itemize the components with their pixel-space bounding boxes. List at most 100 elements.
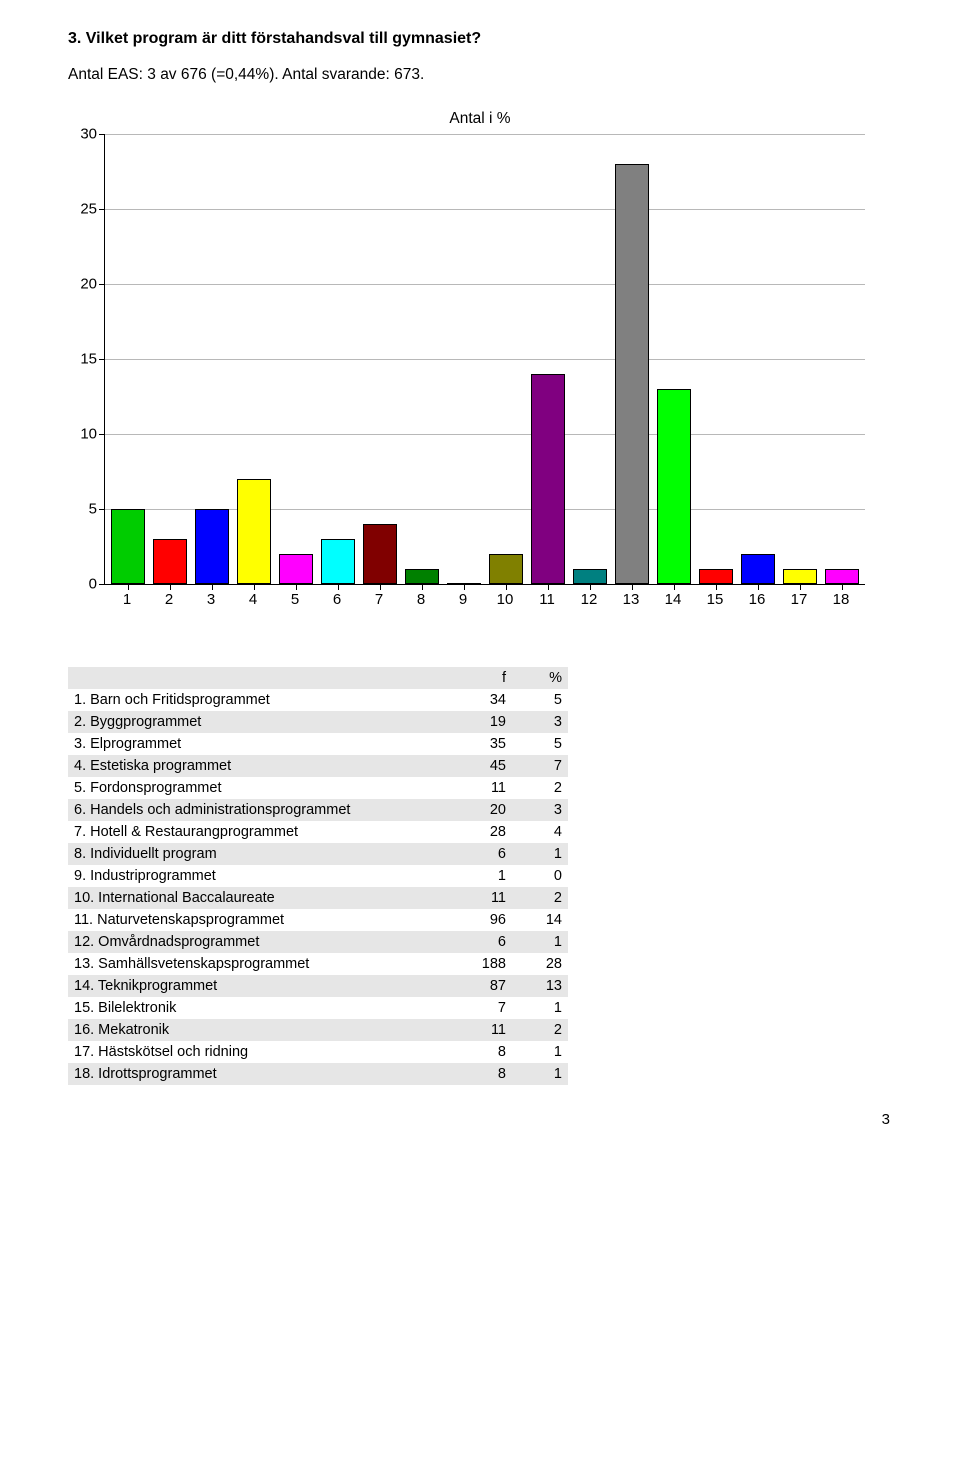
table-cell-f: 6 <box>456 931 512 953</box>
page: 3. Vilket program är ditt förstahandsval… <box>0 0 960 1158</box>
chart-y-label: 15 <box>80 351 105 368</box>
chart-bar <box>615 164 649 584</box>
chart-bar <box>699 569 733 584</box>
table-cell-f: 96 <box>456 909 512 931</box>
table-cell-pct: 7 <box>512 755 568 777</box>
page-number: 3 <box>68 1111 892 1128</box>
table-cell-label: 5. Fordonsprogrammet <box>68 777 456 799</box>
table-cell-label: 13. Samhällsvetenskapsprogrammet <box>68 953 456 975</box>
table-row: 7. Hotell & Restaurangprogrammet284 <box>68 821 568 843</box>
table-row: 2. Byggprogrammet193 <box>68 711 568 733</box>
table-cell-pct: 28 <box>512 953 568 975</box>
chart-x-label: 2 <box>165 591 173 608</box>
table-cell-pct: 3 <box>512 711 568 733</box>
table-cell-f: 188 <box>456 953 512 975</box>
chart-bar <box>531 374 565 584</box>
chart-x-label: 14 <box>665 591 682 608</box>
table-cell-pct: 2 <box>512 777 568 799</box>
table-cell-label: 16. Mekatronik <box>68 1019 456 1041</box>
table-header-row: f% <box>68 667 568 689</box>
chart-x-label: 15 <box>707 591 724 608</box>
chart-bar <box>237 479 271 584</box>
table-cell-pct: 1 <box>512 997 568 1019</box>
chart-y-label: 20 <box>80 276 105 293</box>
table-cell-f: 34 <box>456 689 512 711</box>
table-row: 5. Fordonsprogrammet112 <box>68 777 568 799</box>
chart-bars <box>105 134 865 584</box>
chart-x-label: 12 <box>581 591 598 608</box>
table-cell-label: 9. Industriprogrammet <box>68 865 456 887</box>
table-row: 18. Idrottsprogrammet81 <box>68 1063 568 1085</box>
table-row: 17. Hästskötsel och ridning81 <box>68 1041 568 1063</box>
table-cell-f: 19 <box>456 711 512 733</box>
table-row: 16. Mekatronik112 <box>68 1019 568 1041</box>
chart-bar <box>195 509 229 584</box>
table-cell-pct: 0 <box>512 865 568 887</box>
chart-bar <box>741 554 775 584</box>
table-cell-f: 8 <box>456 1041 512 1063</box>
chart-x-label: 8 <box>417 591 425 608</box>
chart-x-label: 3 <box>207 591 215 608</box>
chart-bar <box>153 539 187 584</box>
chart-bar <box>405 569 439 584</box>
chart-x-label: 10 <box>497 591 514 608</box>
chart-y-label: 0 <box>89 576 105 593</box>
table-cell-f: 11 <box>456 1019 512 1041</box>
chart-x-label: 11 <box>539 591 555 608</box>
chart-title: Antal i % <box>68 110 892 128</box>
table-cell-pct: 4 <box>512 821 568 843</box>
table-row: 1. Barn och Fritidsprogrammet345 <box>68 689 568 711</box>
table-cell-pct: 5 <box>512 733 568 755</box>
table-header-f: f <box>456 667 512 689</box>
table-cell-f: 1 <box>456 865 512 887</box>
chart-bar <box>363 524 397 584</box>
table-cell-f: 8 <box>456 1063 512 1085</box>
table-cell-label: 2. Byggprogrammet <box>68 711 456 733</box>
table-cell-pct: 13 <box>512 975 568 997</box>
chart-plot-area: 051015202530 <box>104 134 865 585</box>
table-header-pct: % <box>512 667 568 689</box>
table-cell-label: 12. Omvårdnadsprogrammet <box>68 931 456 953</box>
table-cell-f: 11 <box>456 777 512 799</box>
chart-x-label: 13 <box>623 591 640 608</box>
table-row: 10. International Baccalaureate112 <box>68 887 568 909</box>
table-row: 12. Omvårdnadsprogrammet61 <box>68 931 568 953</box>
chart-y-label: 30 <box>80 126 105 143</box>
table-cell-label: 17. Hästskötsel och ridning <box>68 1041 456 1063</box>
table-row: 14. Teknikprogrammet8713 <box>68 975 568 997</box>
table-cell-pct: 1 <box>512 1041 568 1063</box>
table-row: 11. Naturvetenskapsprogrammet9614 <box>68 909 568 931</box>
chart-y-label: 5 <box>89 501 105 518</box>
chart-y-label: 10 <box>80 426 105 443</box>
table-header-empty <box>68 667 456 689</box>
table-row: 6. Handels och administrationsprogrammet… <box>68 799 568 821</box>
table-cell-label: 15. Bilelektronik <box>68 997 456 1019</box>
chart: Antal i % 051015202530 12345678910111213… <box>68 110 892 609</box>
table-cell-f: 7 <box>456 997 512 1019</box>
table-cell-f: 35 <box>456 733 512 755</box>
table-cell-label: 18. Idrottsprogrammet <box>68 1063 456 1085</box>
chart-x-labels: 123456789101112131415161718 <box>104 585 892 609</box>
table-cell-pct: 3 <box>512 799 568 821</box>
chart-bar <box>279 554 313 584</box>
chart-x-label: 4 <box>249 591 257 608</box>
table-row: 8. Individuellt program61 <box>68 843 568 865</box>
table-cell-pct: 2 <box>512 887 568 909</box>
chart-bar <box>489 554 523 584</box>
chart-x-label: 16 <box>749 591 766 608</box>
table-cell-f: 45 <box>456 755 512 777</box>
table-cell-pct: 1 <box>512 1063 568 1085</box>
chart-bar <box>657 389 691 584</box>
chart-x-label: 5 <box>291 591 299 608</box>
chart-bar <box>825 569 859 584</box>
table-row: 3. Elprogrammet355 <box>68 733 568 755</box>
table-cell-label: 14. Teknikprogrammet <box>68 975 456 997</box>
table-row: 4. Estetiska programmet457 <box>68 755 568 777</box>
table-row: 15. Bilelektronik71 <box>68 997 568 1019</box>
table-row: 9. Industriprogrammet10 <box>68 865 568 887</box>
chart-frame: 051015202530 123456789101112131415161718 <box>104 134 892 609</box>
table-cell-f: 87 <box>456 975 512 997</box>
chart-bar <box>111 509 145 584</box>
table-cell-pct: 2 <box>512 1019 568 1041</box>
question-title: 3. Vilket program är ditt förstahandsval… <box>68 30 892 48</box>
